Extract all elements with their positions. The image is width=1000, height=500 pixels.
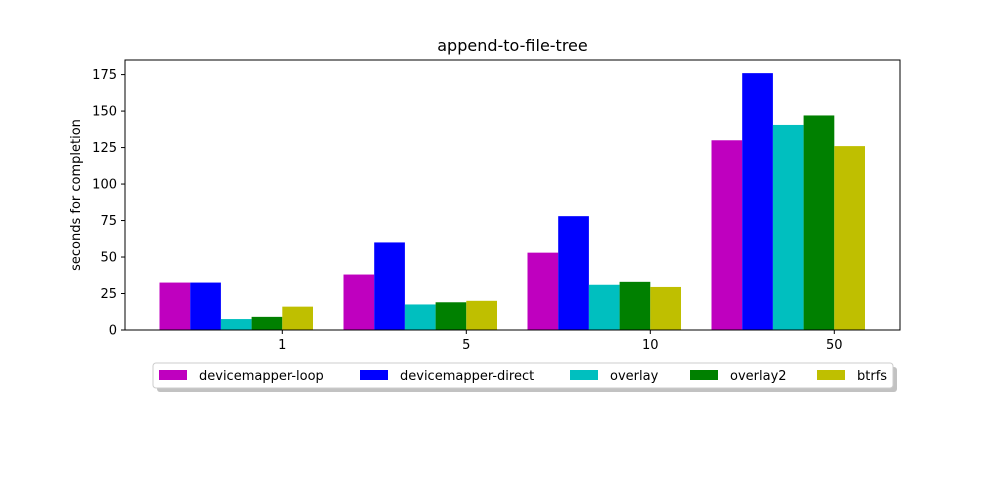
x-tick-label: 50 — [826, 338, 843, 353]
bar-devicemapper-direct-50 — [742, 73, 773, 330]
plot-frame — [124, 59, 901, 331]
bar-overlay-5 — [404, 304, 436, 330]
bar-devicemapper-direct-10 — [558, 216, 589, 330]
y-tick-label: 175 — [92, 68, 117, 83]
legend: devicemapper-loop devicemapper-direct over… — [152, 362, 897, 392]
x-tick-label: 10 — [642, 338, 659, 353]
bar-btrfs-5 — [466, 300, 497, 330]
x-tick-label: 1 — [278, 338, 286, 353]
legend-label-devicemapper-loop: devicemapper-loop — [199, 369, 324, 384]
bar-devicemapper-direct-5 — [374, 242, 405, 330]
y-tick-label: 75 — [100, 214, 117, 229]
y-tick-label: 25 — [100, 287, 117, 302]
bar-overlay2-5 — [435, 302, 467, 330]
y-tick-label: 125 — [92, 141, 117, 156]
legend-swatch-devicemapper-direct — [360, 370, 388, 380]
bar-overlay-50 — [772, 124, 804, 330]
bar-devicemapper-loop-1 — [159, 282, 191, 330]
bar-overlay2-1 — [251, 316, 283, 330]
legend-label-devicemapper-direct: devicemapper-direct — [400, 369, 534, 384]
chart-title: append-to-file-tree — [437, 36, 588, 55]
legend-swatch-overlay2 — [690, 370, 718, 380]
bar-devicemapper-loop-10 — [527, 252, 559, 330]
legend-label-overlay: overlay — [610, 369, 659, 384]
y-tick-label: 50 — [100, 251, 117, 266]
bar-devicemapper-loop-5 — [343, 274, 375, 330]
y-axis-label: seconds for completion — [69, 119, 84, 271]
bar-btrfs-50 — [834, 146, 865, 330]
bar-devicemapper-direct-1 — [190, 282, 221, 330]
x-tick-label: 5 — [462, 338, 470, 353]
y-axis: 0 25 50 75 100 125 150 175 — [92, 68, 125, 339]
y-tick-label: 0 — [109, 324, 117, 339]
x-axis: 1 5 10 50 — [278, 330, 843, 353]
bar-overlay-10 — [588, 284, 620, 330]
plot-area — [159, 73, 865, 330]
legend-swatch-btrfs — [817, 370, 845, 380]
legend-label-overlay2: overlay2 — [730, 369, 787, 384]
bar-overlay-1 — [220, 319, 252, 330]
legend-label-btrfs: btrfs — [857, 369, 887, 384]
y-tick-label: 150 — [92, 105, 117, 120]
legend-box — [152, 362, 894, 389]
bar-btrfs-1 — [282, 306, 313, 330]
legend-swatch-overlay — [570, 370, 598, 380]
legend-swatch-devicemapper-loop — [159, 370, 187, 380]
bar-overlay2-50 — [803, 115, 835, 330]
bar-btrfs-10 — [650, 286, 681, 330]
bar-overlay2-10 — [619, 281, 651, 330]
bar-devicemapper-loop-50 — [711, 140, 743, 330]
y-tick-label: 100 — [92, 178, 117, 193]
